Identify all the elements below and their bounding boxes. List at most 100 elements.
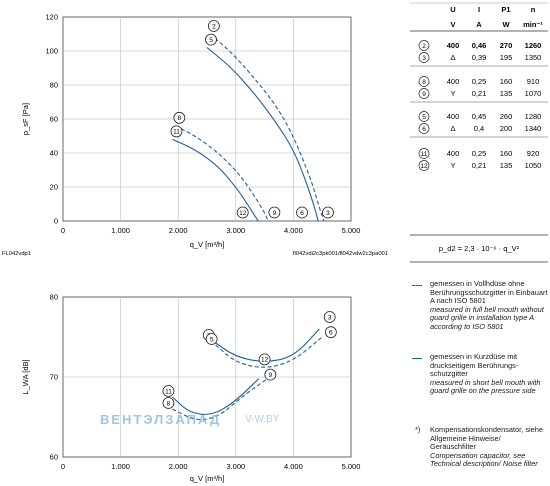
bottom-y-tick-label: 70 — [50, 373, 58, 382]
table-unit-p1: W — [502, 20, 510, 29]
bottom-marker-circle — [162, 397, 175, 409]
row-id-circle — [418, 52, 430, 63]
bottom-marker-8: 8 — [162, 397, 175, 409]
formula-text: p_d2 = 2,3 · 10⁻⁶ · q_V² — [439, 244, 520, 253]
note-mark: *) — [415, 425, 421, 434]
table-unit-i: A — [476, 20, 482, 29]
dashed-legend-line — [412, 285, 422, 286]
bottom-x-tick-label: 0 — [61, 462, 65, 471]
table-cell: 160 — [500, 77, 513, 86]
table-cell: 400 — [447, 112, 460, 121]
table-cell: 135 — [500, 89, 513, 98]
top-marker-11: 11 — [170, 125, 183, 138]
table-row: 9 Y 0,21 135 1070 — [418, 88, 542, 99]
solid-legend-line — [412, 358, 422, 359]
row-id-circle — [418, 40, 430, 51]
table-header-n: n — [531, 5, 536, 14]
bottom-marker-circle — [258, 353, 271, 366]
row-id: 6 — [422, 126, 426, 133]
bottom-y-tick-label: 80 — [50, 293, 58, 302]
table-cell: 135 — [500, 161, 513, 170]
bottom-marker-label: 9 — [269, 372, 273, 379]
row-id: 3 — [422, 55, 426, 62]
top-marker-label: 8 — [178, 115, 182, 122]
table-cell: 0,25 — [472, 77, 487, 86]
bottom-y-tick-label: 60 — [50, 453, 58, 462]
top-y-tick-label: 20 — [50, 183, 58, 192]
table-cell: 400 — [447, 149, 460, 158]
bottom-marker-12: 12 — [258, 353, 271, 366]
row-id: 2 — [422, 43, 426, 50]
bottom-marker-label: 8 — [167, 400, 171, 407]
table-cell: 1350 — [525, 53, 542, 62]
top-marker-12: 12 — [236, 206, 249, 219]
table-cell: 0,21 — [472, 161, 487, 170]
row-id: 12 — [420, 163, 428, 170]
top-marker-8: 8 — [173, 111, 186, 124]
table-cell: 0,4 — [474, 124, 484, 133]
top-y-tick-label: 80 — [50, 81, 58, 90]
table-unit-n: min⁻¹ — [523, 20, 543, 29]
top-marker-circle — [322, 206, 334, 219]
capacitor-note-en: Compensation capacitor, see Technical de… — [430, 450, 538, 469]
top-marker-circle — [205, 33, 217, 46]
capacitor-note: Kompensationskondensator, siehe Allgemei… — [430, 425, 548, 469]
top-x-tick-label: 0 — [61, 226, 65, 235]
bottom-marker-circle — [324, 326, 337, 339]
table-row: 3 Δ 0,39 195 1350 — [418, 52, 542, 63]
top-x-tick-label: 3.000 — [226, 226, 245, 235]
table-cell: 1070 — [525, 89, 542, 98]
bottom-x-tick-label: 3.000 — [226, 462, 245, 471]
top-x-axis-label: q_V [m³/h] — [190, 240, 225, 249]
top-marker-label: 11 — [173, 129, 180, 136]
row-id-circle — [418, 88, 430, 99]
top-x-tick-label: 2.000 — [169, 226, 188, 235]
table-cell: 160 — [500, 149, 513, 158]
bottom-marker-label: 12 — [261, 357, 269, 364]
top-y-axis-label: p_sF [Pa] — [21, 103, 30, 135]
top-x-tick-label: 1.000 — [111, 226, 130, 235]
watermark-brand: ВЕНТЭЛЗАПАД — [100, 412, 222, 427]
bottom-marker-circle — [323, 311, 336, 323]
top-marker-label: 5 — [209, 37, 213, 44]
bottom-y-axis-label: L_WA [dB] — [21, 359, 30, 394]
table-cell: Δ — [450, 53, 455, 62]
top-y-tick-label: 0 — [54, 217, 58, 226]
row-id: 5 — [422, 114, 426, 121]
top-footer-right: fl042vdi2c3pk001/fl042vdw2c3pa001 — [293, 251, 388, 257]
bottom-marker-circle — [264, 368, 277, 381]
top-grid — [63, 17, 351, 221]
table-cell: 910 — [527, 77, 540, 86]
bottom-marker-circle — [162, 385, 175, 397]
top-marker-6: 6 — [296, 206, 308, 219]
top-marker-circle — [268, 206, 281, 219]
bottom-ticks: 0 1.000 2.000 3.000 4.000 5.000 60 70 80 — [50, 293, 361, 472]
top-curve-11 — [172, 138, 259, 222]
bottom-marker-5: 5 — [205, 333, 218, 345]
table-cell: 270 — [500, 41, 513, 50]
row-id-circle — [418, 160, 430, 171]
top-footer-left: FL042vdp1 — [2, 251, 31, 257]
dashed-legend-en: measured in full bell mouth without guar… — [430, 304, 544, 331]
top-x-tick-label: 4.000 — [284, 226, 303, 235]
top-x-tick-label: 5.000 — [342, 226, 361, 235]
table-cell: 0,25 — [472, 149, 487, 158]
bottom-marker-6: 6 — [324, 326, 337, 339]
table-cell: 0,46 — [472, 41, 487, 50]
bottom-grid — [63, 297, 351, 457]
row-id-circle — [418, 148, 430, 159]
table-cell: 260 — [500, 112, 513, 121]
bottom-curve-11 — [172, 378, 260, 415]
top-y-tick-label: 60 — [50, 115, 58, 124]
bottom-marker-11: 11 — [162, 385, 175, 397]
top-ticks: 0 1.000 2.000 3.000 4.000 5.000 0 20 40 60 80 100 12… — [45, 13, 360, 236]
table-header-i: I — [478, 5, 480, 14]
top-y-tick-label: 40 — [50, 149, 58, 158]
top-curve-8 — [175, 125, 269, 222]
row-id-circle — [418, 76, 430, 87]
top-marker-2: 2 — [207, 20, 220, 32]
bottom-markers: 2511812936 — [162, 311, 337, 409]
